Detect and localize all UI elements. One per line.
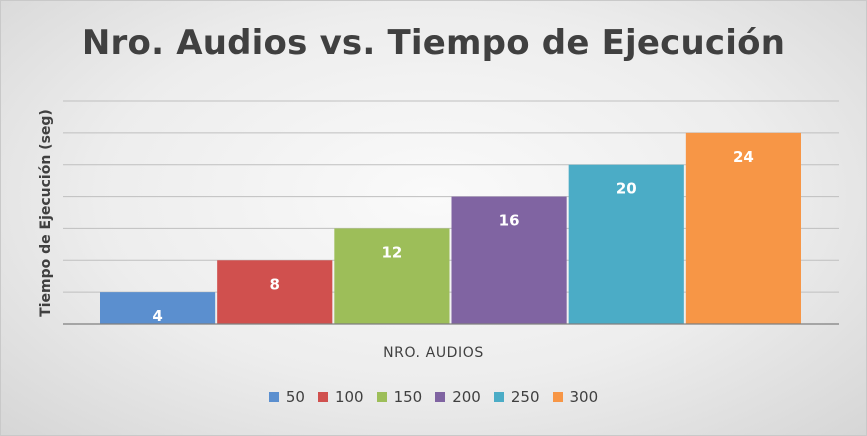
bar-250 xyxy=(568,164,684,324)
legend-item-300: 300 xyxy=(552,388,599,406)
data-label-300: 24 xyxy=(733,148,754,166)
legend-swatch-100 xyxy=(317,392,328,402)
legend: 50 100 150 200 250 300 xyxy=(1,388,866,406)
data-label-100: 8 xyxy=(270,275,280,293)
legend-swatch-200 xyxy=(435,392,446,402)
legend-item-50: 50 xyxy=(268,388,305,406)
bar-100 xyxy=(217,260,333,324)
legend-item-250: 250 xyxy=(493,388,540,406)
legend-label-200: 200 xyxy=(452,388,481,406)
bar-50 xyxy=(100,292,216,324)
legend-item-200: 200 xyxy=(435,388,481,406)
bar-150 xyxy=(334,228,450,324)
legend-item-150: 150 xyxy=(376,388,423,406)
legend-swatch-250 xyxy=(493,392,504,402)
bar-300 xyxy=(685,132,801,324)
legend-item-100: 100 xyxy=(317,388,364,406)
x-axis-label: NRO. AUDIOS xyxy=(383,345,484,361)
legend-label-150: 150 xyxy=(393,388,423,406)
legend-label-300: 300 xyxy=(569,388,599,406)
bar-200 xyxy=(451,196,567,324)
data-label-50: 4 xyxy=(152,307,162,325)
legend-label-250: 250 xyxy=(510,388,540,406)
legend-label-100: 100 xyxy=(334,388,364,406)
data-label-150: 12 xyxy=(381,243,402,261)
data-label-200: 16 xyxy=(499,212,520,230)
legend-label-50: 50 xyxy=(285,388,305,406)
legend-swatch-300 xyxy=(552,392,563,402)
legend-swatch-150 xyxy=(376,392,387,402)
legend-swatch-50 xyxy=(268,392,279,402)
chart-title: Nro. Audios vs. Tiempo de Ejecución xyxy=(81,23,786,63)
data-label-250: 20 xyxy=(616,180,637,198)
